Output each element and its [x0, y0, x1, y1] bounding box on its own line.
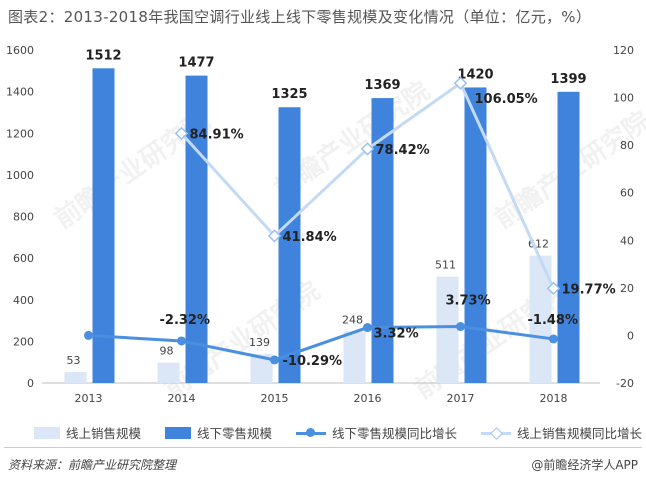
data-label-offline-growth: 3.73% [446, 294, 491, 309]
point-offline-growth [270, 355, 279, 365]
y-right-tick-label: 100 [613, 92, 634, 105]
legend-item-offline-growth: 线下零售规模同比增长 [296, 423, 457, 442]
data-label-online-growth: 106.05% [475, 92, 538, 107]
bar-offline-sales [278, 107, 301, 383]
data-label-offline-growth: 3.32% [374, 327, 419, 342]
point-offline-growth [84, 330, 93, 340]
data-label-online-sales: 139 [249, 336, 270, 349]
bar-online-sales [436, 276, 459, 383]
y-right-tick-label: 80 [620, 139, 634, 152]
bar-offline-sales [464, 87, 487, 384]
y-right-tick-label: 40 [620, 234, 634, 247]
y-left-tick-label: 0 [27, 377, 34, 390]
point-offline-growth [456, 322, 465, 332]
legend-item-online-growth: 线上销售规模同比增长 [481, 423, 642, 442]
x-tick-label: 2013 [75, 392, 103, 405]
point-offline-growth [549, 334, 558, 344]
legend-item-offline-sales: 线下零售规模 [165, 423, 272, 442]
y-left-tick-label: 1600 [6, 44, 34, 57]
data-label-offline-sales: 1369 [364, 78, 400, 93]
data-label-online-growth: 19.77% [562, 282, 616, 297]
series-line-offline-growth [88, 325, 554, 362]
series-line-online-growth [180, 80, 555, 290]
data-label-offline-sales: 1399 [550, 72, 586, 87]
data-label-online-sales: 248 [342, 313, 363, 326]
brand-credit: @前瞻经济学人APP [531, 458, 638, 472]
y-left-tick-label: 400 [13, 294, 34, 307]
y-right-tick-label: -20 [616, 377, 634, 390]
bar-online-sales [157, 362, 180, 383]
x-tick-label: 2017 [447, 392, 475, 405]
data-label-offline-sales: 1512 [85, 48, 121, 63]
data-label-online-sales: 53 [67, 354, 81, 367]
point-offline-growth [363, 323, 372, 333]
footer-divider [4, 447, 642, 448]
point-online-growth [174, 126, 189, 141]
x-tick-label: 2014 [168, 392, 196, 405]
point-online-growth [267, 229, 282, 243]
legend-label: 线下零售规模 [197, 426, 273, 441]
bar-online-sales [250, 354, 273, 383]
legend-swatch-online-line [481, 426, 512, 440]
legend-item-online-sales: 线上销售规模 [34, 423, 141, 442]
bar-online-sales [64, 371, 87, 383]
point-online-growth [546, 281, 561, 296]
y-right-tick-label: 20 [620, 282, 634, 295]
legend-label: 线下零售规模同比增长 [332, 426, 458, 441]
x-tick-label: 2016 [354, 392, 382, 405]
data-label-offline-growth: -2.32% [160, 313, 211, 328]
data-label-offline-sales: 1477 [178, 56, 214, 71]
point-online-growth [453, 76, 468, 90]
point-online-growth [360, 142, 375, 156]
data-label-offline-sales: 1420 [457, 67, 493, 82]
x-tick-label: 2015 [261, 392, 289, 405]
y-left-tick-label: 200 [13, 335, 34, 348]
bar-offline-sales [185, 75, 208, 384]
legend-swatch-online-bar [34, 426, 60, 439]
bar-online-sales [343, 331, 366, 383]
y-left-tick-label: 1400 [6, 86, 34, 99]
data-label-online-sales: 98 [160, 345, 174, 358]
y-right-tick-label: 120 [613, 44, 634, 57]
y-left-tick-label: 600 [13, 252, 34, 265]
data-label-online-sales: 511 [435, 259, 456, 272]
chart-title: 图表2：2013-2018年我国空调行业线上线下零售规模及变化情况（单位：亿元，… [8, 8, 592, 26]
bar-offline-sales [371, 98, 394, 383]
y-left-tick-label: 800 [13, 211, 34, 224]
chart-legend: 线上销售规模 线下零售规模 线下零售规模同比增长 线上销售规模同比增长 [34, 423, 642, 442]
bar-offline-sales [557, 91, 580, 383]
data-label-offline-sales: 1325 [271, 87, 307, 102]
data-label-online-growth: 78.42% [376, 143, 430, 158]
x-tick-label: 2018 [540, 392, 568, 405]
data-label-online-growth: 41.84% [283, 230, 337, 245]
y-right-tick-label: 60 [620, 187, 634, 200]
legend-label: 线上销售规模同比增长 [517, 426, 643, 441]
legend-swatch-offline-line [296, 427, 327, 439]
y-right-tick-label: 0 [627, 329, 634, 342]
source-note: 资料来源：前瞻产业研究院整理 [8, 458, 177, 472]
bar-online-sales [529, 255, 552, 383]
data-label-offline-growth: -10.29% [283, 354, 343, 369]
y-left-tick-label: 1200 [6, 127, 34, 140]
data-label-online-growth: 84.91% [190, 127, 244, 142]
chart-canvas: 0 200 400 600 800 1000 1200 1400 1600 -20 0 20 40 60 8… [6, 44, 634, 405]
point-offline-growth [177, 336, 186, 346]
y-left-tick-label: 1000 [6, 169, 34, 182]
bar-offline-sales [92, 68, 115, 383]
legend-swatch-offline-bar [165, 426, 192, 439]
data-label-offline-growth: -1.48% [528, 313, 579, 328]
legend-label: 线上销售规模 [66, 426, 142, 441]
